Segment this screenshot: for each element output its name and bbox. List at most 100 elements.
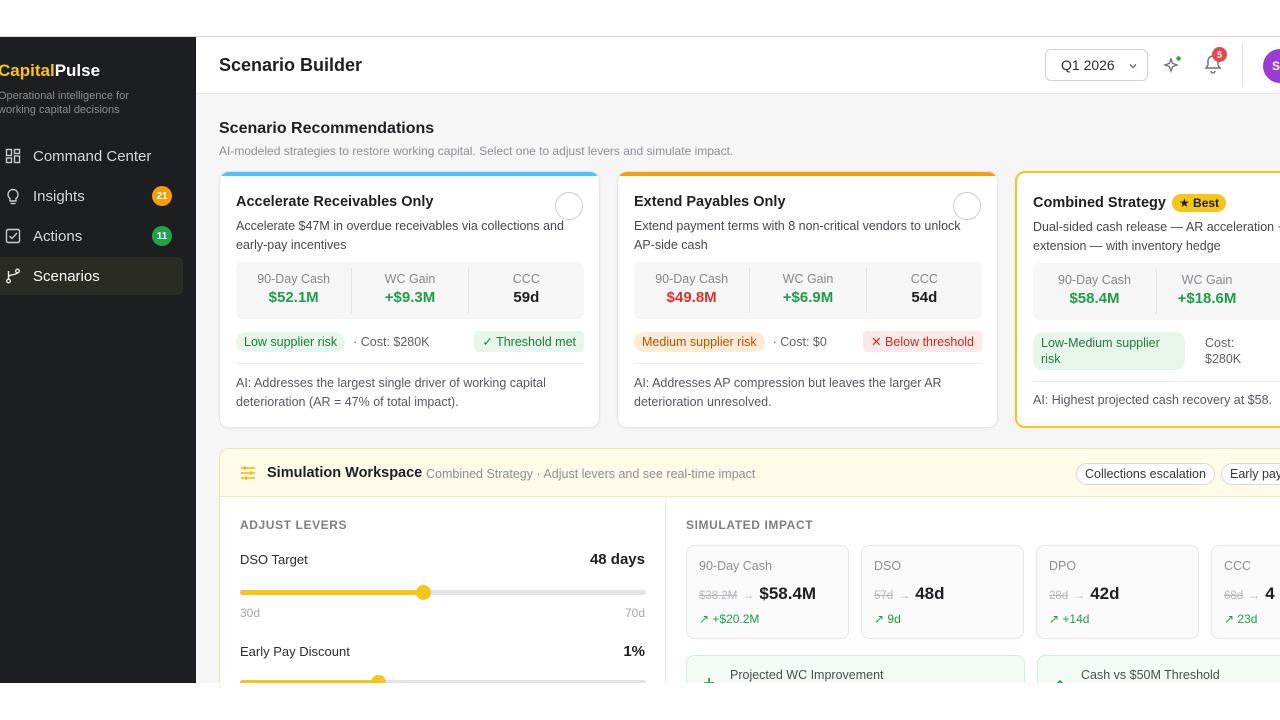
sidebar-item-label: Actions bbox=[33, 227, 83, 245]
metric-label: 90-Day Cash bbox=[1058, 273, 1131, 287]
impact-delta: ↗ 23d bbox=[1224, 612, 1258, 626]
metric-label: CCC bbox=[910, 272, 938, 286]
brand-tagline: Operational intelligence for working cap… bbox=[0, 90, 129, 116]
levers-heading: ADJUST LEVERS bbox=[240, 518, 348, 532]
insights-count-badge: 21 bbox=[152, 186, 172, 206]
brand-logo[interactable]: CapitalPulse bbox=[0, 61, 100, 81]
cost-label: · Cost: $280K bbox=[353, 334, 430, 349]
metric-ccc: CCC 54d bbox=[867, 268, 982, 313]
ai-note: AI: Highest projected cash recovery at $… bbox=[1033, 393, 1273, 407]
card-description: Accelerate $47M in overdue receivables v… bbox=[236, 219, 564, 252]
impact-card-90-day-cash: 90-Day Cash $38.2M → $58.4M ↗ +$20.2M bbox=[686, 545, 849, 639]
sidebar-nav: Command Center Insights 21 Actions 11 bbox=[0, 137, 196, 297]
sidebar-item-actions[interactable]: Actions 11 bbox=[0, 217, 196, 255]
metric-value: +$6.9M bbox=[782, 289, 834, 306]
card-title: Extend Payables Only bbox=[634, 194, 786, 210]
metric-90-day-cash: 90-Day Cash $49.8M bbox=[634, 268, 751, 313]
metric-value: $52.1M bbox=[268, 289, 319, 306]
lever-label-dso-target: DSO Target bbox=[240, 552, 308, 567]
impact-delta: ↗ +$20.2M bbox=[699, 612, 760, 626]
sidebar-item-command-center[interactable]: Command Center bbox=[0, 137, 196, 175]
metric-wc-gain: WC Gain +$18.6M bbox=[1157, 269, 1257, 314]
lever-label-early-pay-discount: Early Pay Discount bbox=[240, 644, 350, 659]
threshold-status: ✕ Below threshold bbox=[863, 331, 982, 352]
top-header: Scenario Builder Q1 2026 5 S bbox=[196, 37, 1280, 94]
page-title: Scenario Builder bbox=[219, 55, 363, 75]
sidebar-item-label: Insights bbox=[33, 187, 85, 205]
projected-wc-improvement-panel: Projected WC Improvement bbox=[686, 655, 1025, 683]
early-pay-discount-slider[interactable] bbox=[240, 675, 646, 683]
dso-target-slider[interactable] bbox=[240, 585, 646, 600]
impact-new-value: 48d bbox=[915, 584, 945, 603]
slider-thumb[interactable] bbox=[371, 675, 387, 683]
impact-label: DSO bbox=[874, 559, 902, 573]
simulation-header: Simulation Workspace Combined Strategy ·… bbox=[220, 449, 1280, 497]
metric-value: 54d bbox=[911, 289, 938, 306]
ai-note: AI: Addresses AP compression but leaves … bbox=[634, 376, 942, 409]
scenario-radio[interactable] bbox=[953, 192, 981, 220]
card-metrics: 90-Day Cash $52.1M WC Gain +$9.3M CCC 59d bbox=[236, 262, 584, 319]
card-tags: Low-Medium supplier risk Cost: $280K bbox=[1033, 332, 1280, 370]
panel-title: Cash vs $50M Threshold bbox=[1081, 668, 1220, 682]
sidebar-item-label: Scenarios bbox=[33, 267, 100, 285]
best-badge: ★ Best bbox=[1171, 194, 1227, 212]
window-top-border bbox=[0, 36, 1280, 37]
scenario-card-receivables[interactable]: Accelerate Receivables Only Accelerate $… bbox=[219, 171, 600, 428]
metric-value: +$9.3M bbox=[384, 289, 436, 306]
metric-value: $58.4M bbox=[1069, 290, 1120, 307]
scenario-radio[interactable] bbox=[555, 192, 583, 220]
risk-badge: Low-Medium supplier risk bbox=[1033, 332, 1185, 370]
section-title: Scenario Recommendations bbox=[219, 120, 435, 137]
impact-values: 57d → 48d bbox=[874, 584, 944, 604]
slider-fill bbox=[240, 590, 423, 595]
impact-values: 68d → 4 bbox=[1224, 584, 1275, 604]
branch-icon bbox=[4, 267, 22, 285]
avatar[interactable]: S bbox=[1263, 49, 1280, 83]
sidebar-item-scenarios[interactable]: Scenarios bbox=[0, 257, 183, 295]
scenario-card-payables[interactable]: Extend Payables Only Extend payment term… bbox=[617, 171, 998, 428]
metric-label: CCC bbox=[512, 272, 540, 286]
ai-sparkle-icon[interactable] bbox=[1162, 54, 1184, 76]
card-tags: Low supplier risk · Cost: $280K ✓ Thresh… bbox=[236, 331, 584, 352]
card-description: Extend payment terms with 8 non-critical… bbox=[634, 219, 961, 252]
sliders-icon bbox=[240, 465, 256, 486]
header-divider bbox=[1242, 43, 1243, 87]
card-title-text: Extend Payables Only bbox=[634, 194, 786, 210]
arrow-right-icon: → bbox=[1073, 588, 1086, 602]
metric-label: 90-Day Cash bbox=[655, 272, 729, 286]
lever-value-dso-target: 48 days bbox=[589, 551, 645, 568]
impact-new-value: 42d bbox=[1090, 584, 1120, 603]
card-description-text: Dual-sided cash release — AR acceleratio… bbox=[1033, 220, 1280, 253]
card-title: Accelerate Receivables Only bbox=[236, 194, 433, 210]
ai-note: AI: Addresses the largest single driver … bbox=[236, 376, 546, 409]
arrow-right-icon: → bbox=[898, 588, 911, 602]
metric-value: $49.8M bbox=[666, 289, 717, 306]
range-min-label: 30d bbox=[240, 606, 261, 620]
chip-early-pay[interactable]: Early pay bbox=[1221, 463, 1280, 485]
impact-label: 90-Day Cash bbox=[699, 559, 772, 573]
main-content: Scenario Builder Q1 2026 5 S Scenario Re… bbox=[196, 37, 1280, 683]
brand-part-1: Capital bbox=[0, 61, 55, 80]
card-accent-bar bbox=[618, 172, 997, 176]
adjust-levers-panel: ADJUST LEVERS DSO Target 48 days 30d 70d… bbox=[220, 497, 666, 683]
impact-new-value: $58.4M bbox=[759, 584, 817, 603]
slider-thumb[interactable] bbox=[415, 585, 431, 600]
quarter-select[interactable]: Q1 2026 bbox=[1045, 49, 1148, 81]
sidebar-item-insights[interactable]: Insights 21 bbox=[0, 177, 196, 215]
metric-label: WC Gain bbox=[782, 272, 834, 286]
simulation-workspace: Simulation Workspace Combined Strategy ·… bbox=[219, 448, 1280, 683]
scenario-card-combined[interactable]: Combined Strategy ★ Best Dual-sided cash… bbox=[1015, 171, 1280, 428]
card-accent-bar bbox=[220, 172, 599, 176]
card-divider bbox=[1033, 381, 1280, 382]
cash-vs-threshold-panel: Cash vs $50M Threshold bbox=[1037, 655, 1280, 683]
card-metrics: 90-Day Cash $49.8M WC Gain +$6.9M CCC 54d bbox=[634, 262, 982, 319]
metric-label: WC Gain bbox=[384, 272, 436, 286]
metric-value: +$18.6M bbox=[1177, 290, 1237, 307]
grid-icon bbox=[4, 147, 22, 165]
impact-delta: ↗ 9d bbox=[874, 612, 901, 626]
impact-new-value: 4 bbox=[1265, 584, 1275, 603]
impact-old-value: 68d bbox=[1224, 590, 1244, 602]
risk-badge: Medium supplier risk bbox=[634, 331, 765, 352]
card-title-text: Combined Strategy bbox=[1033, 195, 1166, 211]
chip-collections-escalation[interactable]: Collections escalation bbox=[1076, 463, 1215, 485]
